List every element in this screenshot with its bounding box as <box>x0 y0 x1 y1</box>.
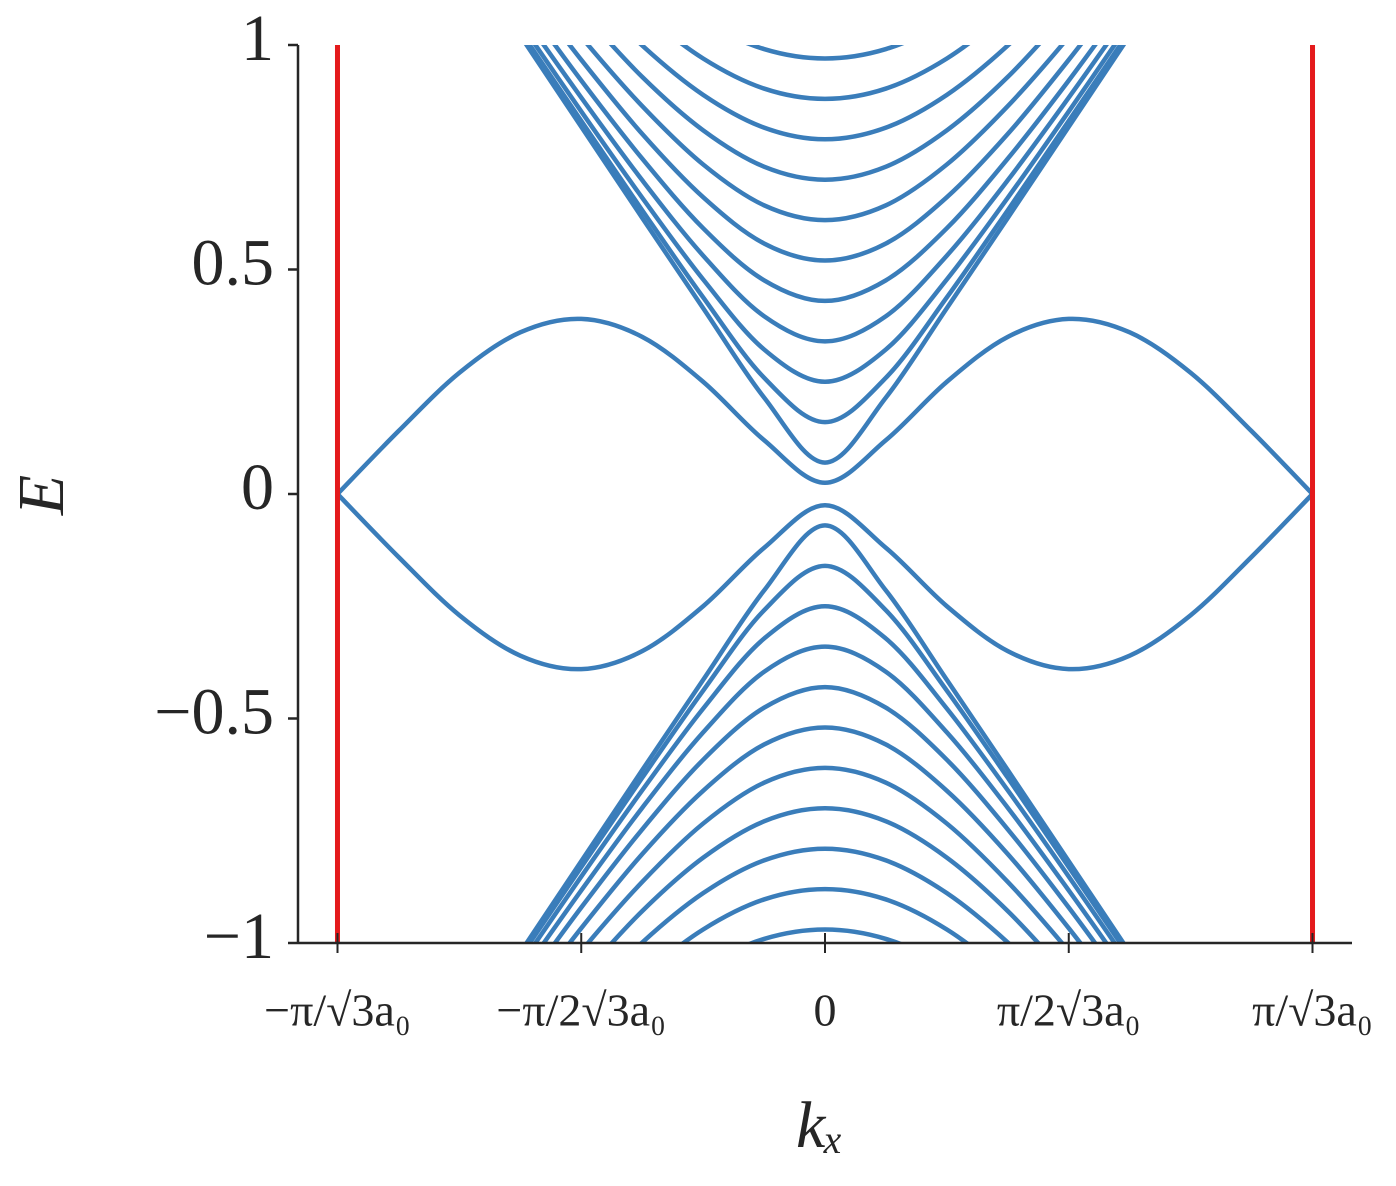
band-line <box>608 806 1042 943</box>
plot-area <box>334 45 1316 943</box>
band-line <box>638 846 1012 943</box>
band-line <box>638 45 1012 142</box>
band-line <box>532 45 1118 384</box>
y-tick-label: 0 <box>241 451 274 524</box>
band-line <box>679 45 971 102</box>
band-line <box>527 45 1123 425</box>
x-axis-label: kₓ <box>796 1089 844 1162</box>
band-line <box>585 45 1065 223</box>
y-tick-label: −1 <box>204 900 274 973</box>
x-tick-label: −π/√3a₀ <box>264 985 411 1036</box>
band-line <box>585 765 1065 943</box>
band-line <box>552 45 1098 304</box>
band-line <box>335 316 1315 496</box>
band-line <box>745 45 905 61</box>
y-axis-label: E <box>5 475 78 516</box>
y-tick-label: 0.5 <box>192 227 275 300</box>
y-tick-label: −0.5 <box>154 676 274 749</box>
x-tick-label: 0 <box>814 985 837 1036</box>
band-line <box>745 927 905 943</box>
band-line <box>679 886 971 943</box>
x-tick-label: −π/2√3a₀ <box>496 985 666 1036</box>
band-line <box>608 45 1042 182</box>
band-line <box>532 604 1118 943</box>
band-line <box>541 644 1109 943</box>
band-line <box>523 45 1127 465</box>
y-tick-label: 1 <box>241 2 274 75</box>
band-line <box>552 684 1098 943</box>
band-line <box>566 45 1084 263</box>
band-line <box>541 45 1109 344</box>
band-line <box>335 492 1315 672</box>
band-line <box>523 523 1127 943</box>
band-line <box>527 563 1123 943</box>
x-tick-label: π/√3a₀ <box>1252 985 1373 1036</box>
band-line <box>566 725 1084 943</box>
x-tick-label: π/2√3a₀ <box>997 985 1141 1036</box>
